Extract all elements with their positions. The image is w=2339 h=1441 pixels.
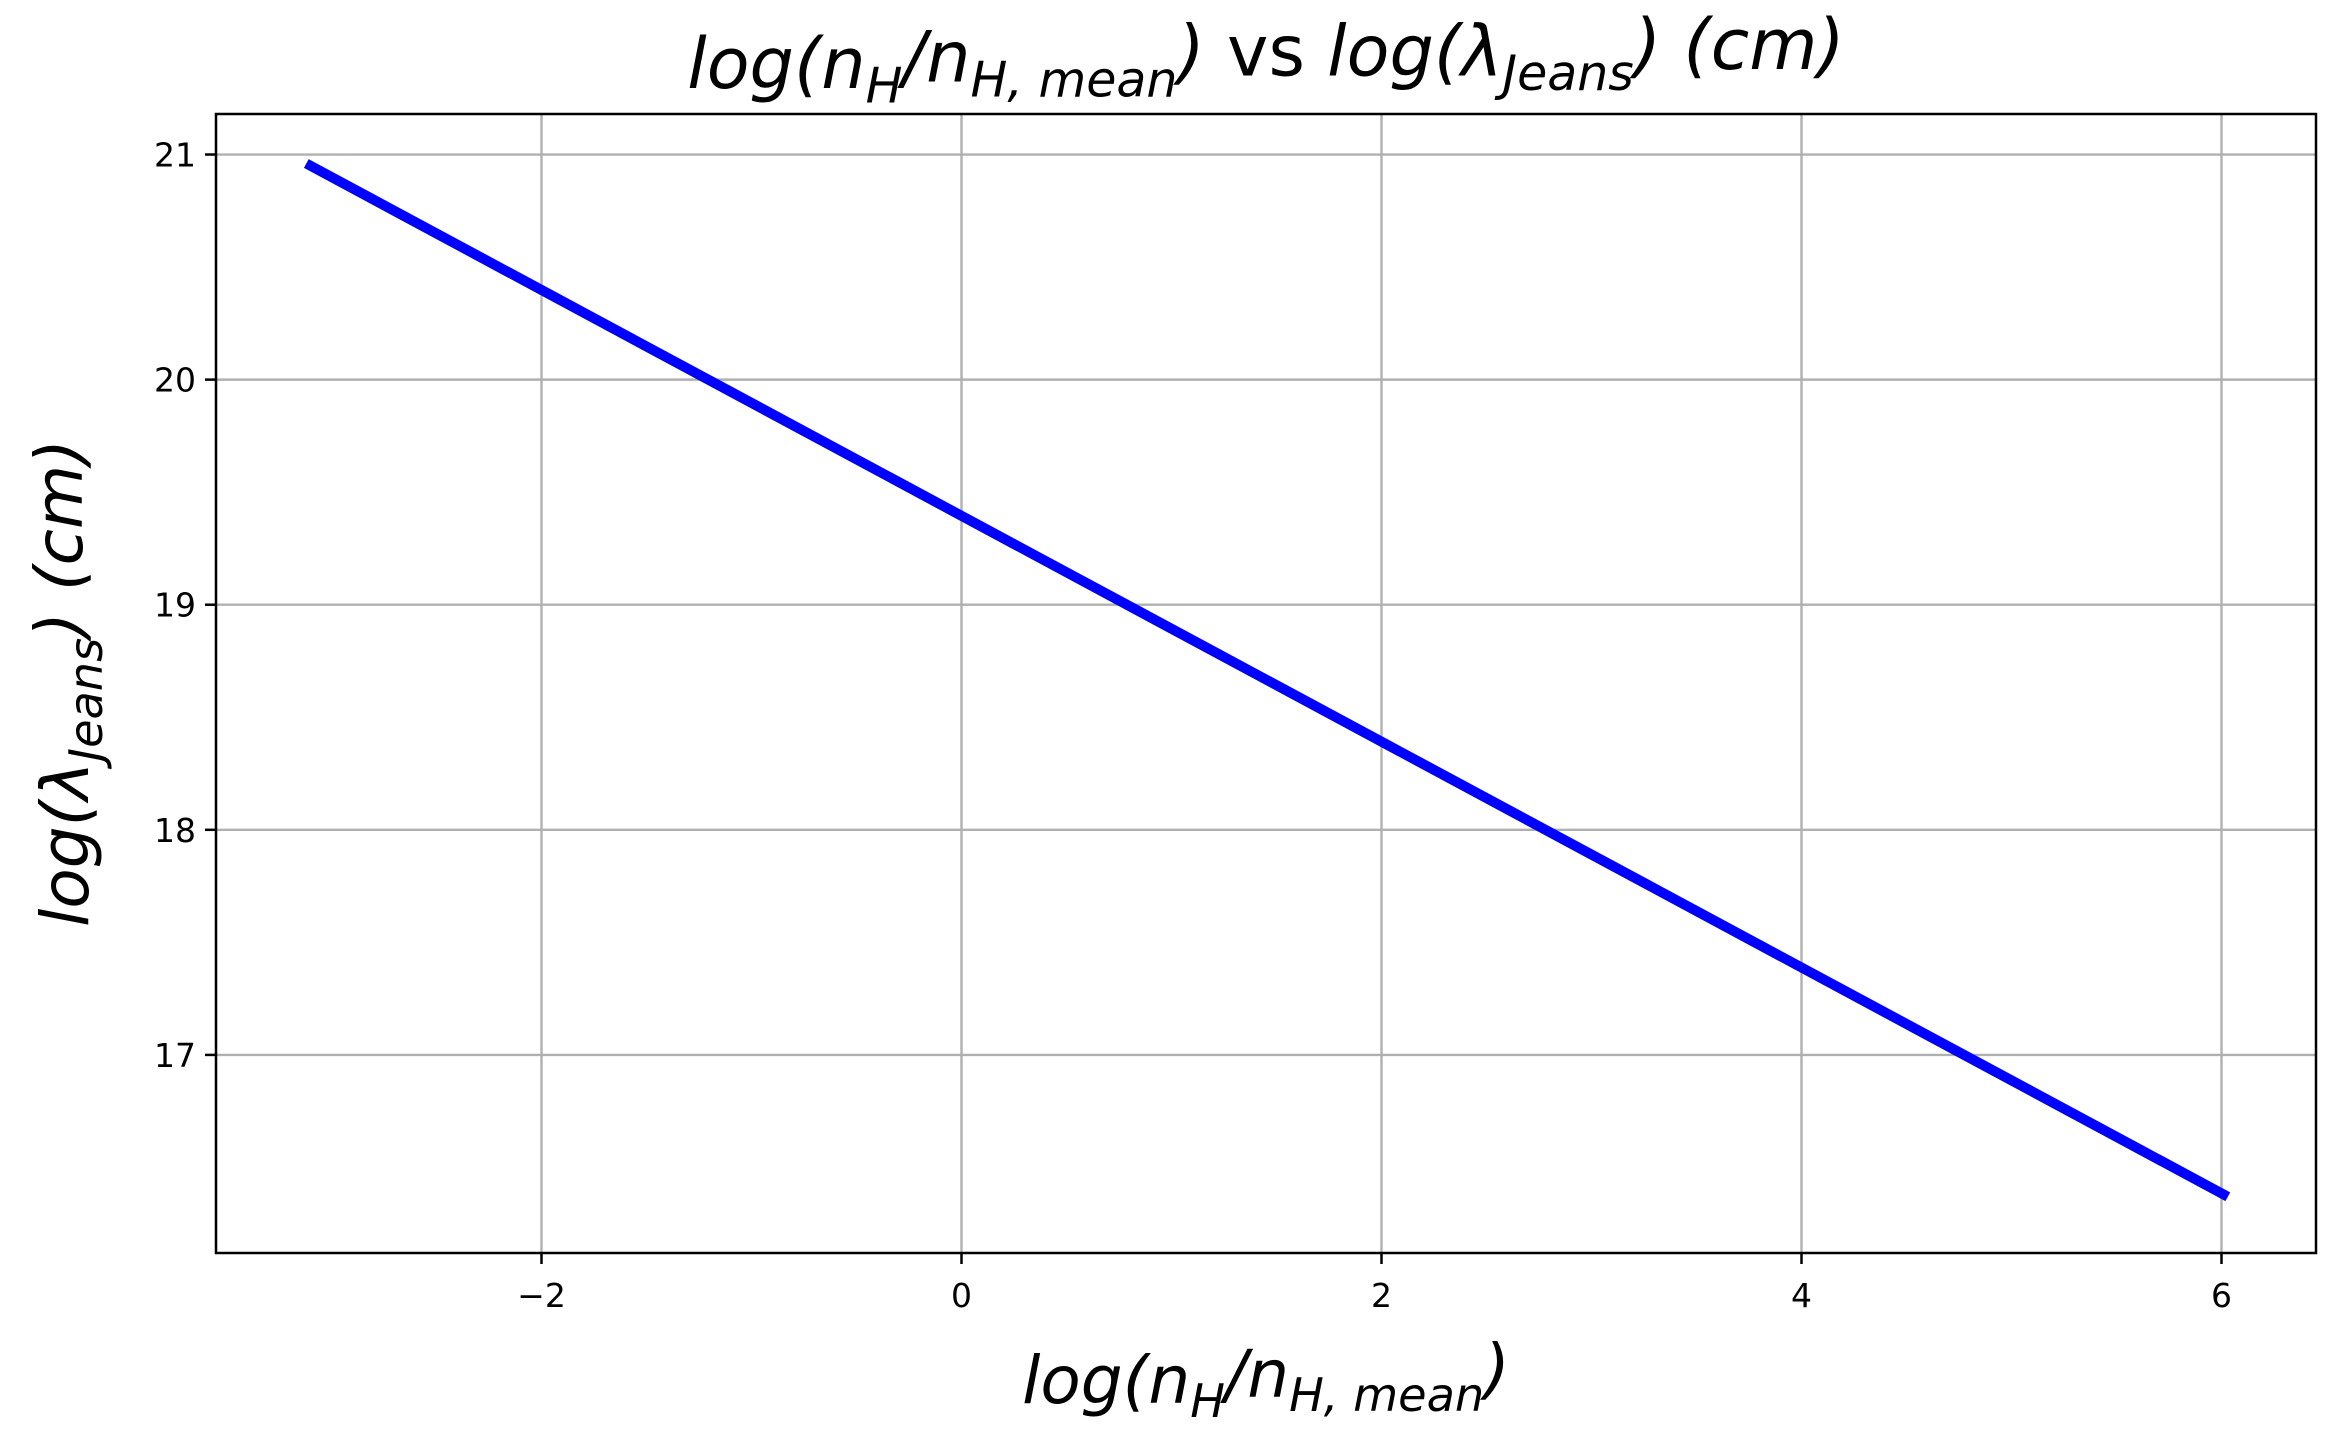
label-part: ) (cm) xyxy=(21,439,98,643)
label-part: log(n xyxy=(687,23,865,105)
x-tick-label: 2 xyxy=(1371,1276,1392,1315)
x-tick-label: −2 xyxy=(517,1276,566,1315)
label-part: H, mean xyxy=(970,51,1177,108)
x-axis-label: log(nH/nH, mean) xyxy=(1022,1330,1510,1428)
label-part: H xyxy=(866,58,903,115)
y-tick-label: 19 xyxy=(154,586,196,625)
label-part: H, mean xyxy=(1289,1368,1484,1422)
label-part: log(λ xyxy=(27,762,104,927)
plot-frame xyxy=(214,112,2318,1255)
label-part: ) xyxy=(1172,10,1204,92)
label-part: /n xyxy=(1220,1336,1289,1413)
x-tick-label: 6 xyxy=(2211,1276,2232,1315)
series-layer xyxy=(303,159,2231,1202)
label-part: /n xyxy=(897,17,971,99)
label-part: ) xyxy=(1479,1330,1510,1407)
ticks: −2 0 2 4 6 17 18 19 20 21 xyxy=(154,136,2232,1315)
label-part: log(n xyxy=(1022,1342,1190,1419)
label-part: H xyxy=(1190,1374,1225,1428)
grid xyxy=(216,114,2316,1253)
y-tick-label: 18 xyxy=(154,811,196,850)
y-tick-label: 21 xyxy=(154,136,196,175)
x-tick-label: 4 xyxy=(1791,1276,1812,1315)
y-tick-label: 17 xyxy=(154,1036,196,1075)
label-part: vs xyxy=(1205,10,1327,92)
label-part: Jeans xyxy=(59,638,113,770)
series-line-0 xyxy=(303,159,2231,1202)
y-axis-label: log(λJeans) (cm) xyxy=(21,439,113,927)
label-part: ) (cm) xyxy=(1629,4,1845,86)
y-tick-label: 20 xyxy=(154,361,196,400)
chart-title: log(nH/nH, mean) vs log(λJeans) (cm) xyxy=(687,4,1844,115)
label-part: Jeans xyxy=(1494,45,1634,102)
label-part: log(λ xyxy=(1327,10,1502,92)
x-tick-label: 0 xyxy=(951,1276,972,1315)
